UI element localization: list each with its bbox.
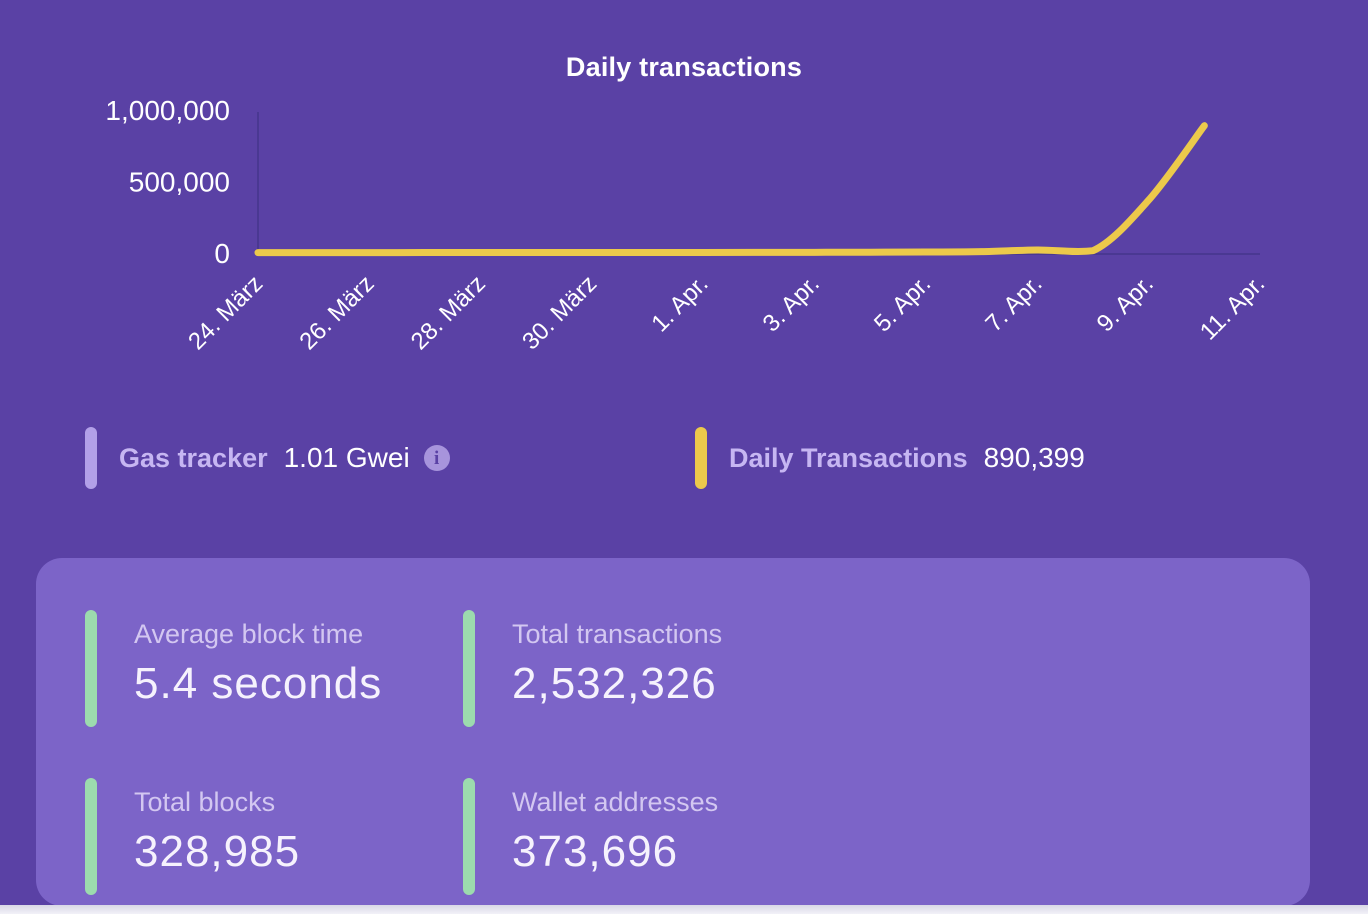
stat-text: Wallet addresses 373,696: [512, 778, 718, 895]
stat-total-blocks: Total blocks 328,985: [85, 778, 463, 895]
stats-grid: Average block time 5.4 seconds Total tra…: [85, 610, 1310, 895]
svg-text:9. Apr.: 9. Apr.: [1092, 270, 1159, 337]
stat-average-block-time: Average block time 5.4 seconds: [85, 610, 463, 727]
svg-text:3. Apr.: 3. Apr.: [758, 270, 825, 337]
svg-text:26. März: 26. März: [294, 270, 379, 355]
chart-title: Daily transactions: [565, 52, 803, 82]
stat-label: Total blocks: [134, 787, 276, 817]
daily-transactions-chart[interactable]: 0 500,000 1,000,000 24. März 26. März 28. Mär…: [0, 0, 1368, 400]
svg-text:0: 0: [214, 238, 230, 269]
stat-value: 328,985: [134, 827, 301, 876]
stat-wallet-addresses: Wallet addresses 373,696: [463, 778, 1310, 895]
gas-tracker-label: Gas tracker: [119, 442, 268, 473]
info-icon[interactable]: i: [423, 445, 450, 471]
daily-transactions-label: Daily Transactions: [729, 442, 968, 473]
svg-text:1. Apr.: 1. Apr.: [646, 270, 713, 337]
gas-tracker-value: 1.01 Gwei: [283, 442, 410, 473]
gas-tracker-color-bar: [85, 427, 97, 489]
stats-card: Average block time 5.4 seconds Total tra…: [36, 558, 1310, 906]
daily-transactions-color-bar: [695, 427, 707, 489]
svg-text:7. Apr.: 7. Apr.: [980, 270, 1047, 337]
stat-label: Wallet addresses: [512, 787, 719, 817]
page-bottom-edge: [0, 905, 1368, 914]
stat-text: Total transactions 2,532,326: [512, 610, 722, 727]
stat-text: Average block time 5.4 seconds: [134, 610, 382, 727]
stat-accent-bar: [463, 778, 475, 895]
stat-accent-bar: [85, 610, 97, 727]
svg-text:5. Apr.: 5. Apr.: [869, 270, 936, 337]
svg-text:24. März: 24. März: [183, 270, 268, 355]
stat-label: Average block time: [134, 619, 364, 649]
stat-value: 5.4 seconds: [134, 659, 383, 708]
svg-text:500,000: 500,000: [129, 167, 230, 198]
stat-accent-bar: [85, 778, 97, 895]
daily-transactions-value: 890,399: [983, 442, 1085, 473]
stat-total-transactions: Total transactions 2,532,326: [463, 610, 1310, 727]
stat-label: Total transactions: [512, 619, 723, 649]
stat-accent-bar: [463, 610, 475, 727]
stat-text: Total blocks 328,985: [134, 778, 300, 895]
svg-text:28. März: 28. März: [406, 270, 491, 355]
legend-item-daily-transactions: Daily Transactions 890,399: [695, 427, 1085, 489]
stat-value: 373,696: [512, 827, 679, 876]
legend-item-gas-tracker: Gas tracker 1.01 Gwei i: [85, 427, 450, 489]
stat-value: 2,532,326: [512, 659, 717, 708]
svg-text:1,000,000: 1,000,000: [105, 95, 230, 126]
svg-text:30. März: 30. März: [517, 270, 602, 355]
svg-text:11. Apr.: 11. Apr.: [1195, 270, 1270, 345]
